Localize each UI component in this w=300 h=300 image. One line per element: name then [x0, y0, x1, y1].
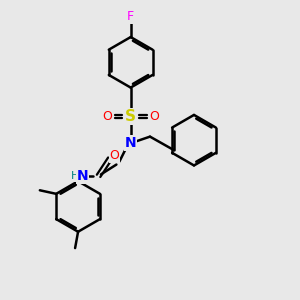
Text: O: O — [110, 149, 120, 162]
Text: H: H — [71, 171, 79, 181]
Text: N: N — [77, 169, 88, 183]
Text: O: O — [149, 110, 159, 123]
Text: F: F — [127, 10, 134, 23]
Text: N: N — [125, 136, 136, 150]
Text: O: O — [102, 110, 112, 123]
Text: S: S — [125, 109, 136, 124]
